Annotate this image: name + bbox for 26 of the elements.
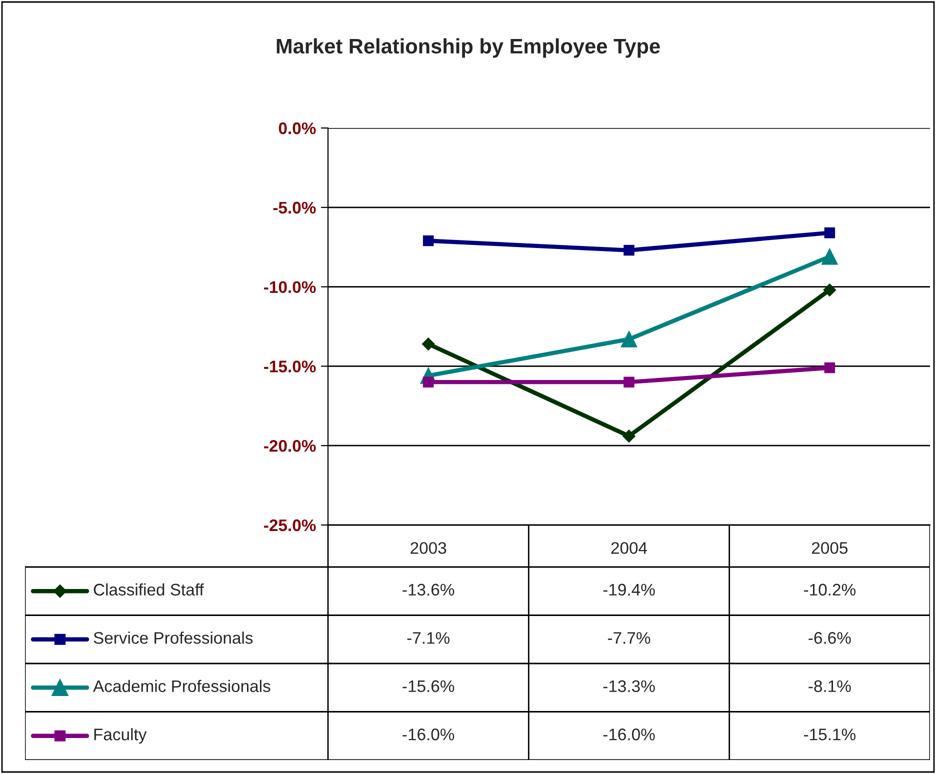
y-tick-label: -5.0%	[273, 202, 316, 214]
legend-label: Service Professionals	[94, 632, 253, 644]
legend-label: Academic Professionals	[93, 680, 270, 692]
legend-label: Classified Staff	[94, 583, 204, 596]
data-label: -15.1%	[804, 728, 856, 740]
data-label: -10.2%	[804, 584, 856, 596]
data-label: -16.0%	[402, 728, 454, 740]
y-tick-label: -20.0%	[264, 440, 316, 452]
data-label: -19.4%	[603, 584, 655, 596]
chart-title: Market Relationship by Employee Type	[276, 38, 660, 58]
x-tick-label: 2004	[611, 542, 648, 554]
data-label: -13.6%	[402, 584, 454, 596]
y-tick-label: 0.0%	[278, 122, 316, 134]
data-label: -8.1%	[808, 680, 851, 692]
y-tick-label: -10.0%	[264, 281, 316, 294]
y-tick-label: -25.0%	[264, 519, 316, 532]
data-label: -7.1%	[407, 632, 450, 644]
x-tick-label: 2003	[410, 542, 446, 554]
data-label: -7.7%	[608, 632, 650, 644]
legend-label: Faculty	[94, 728, 147, 744]
data-label: -15.6%	[402, 680, 454, 692]
y-tick-label: -15.0%	[264, 360, 316, 372]
data-label: -6.6%	[808, 632, 851, 644]
data-label: -13.3%	[603, 680, 655, 692]
x-tick-label: 2005	[812, 542, 848, 554]
data-label: -16.0%	[603, 728, 655, 740]
